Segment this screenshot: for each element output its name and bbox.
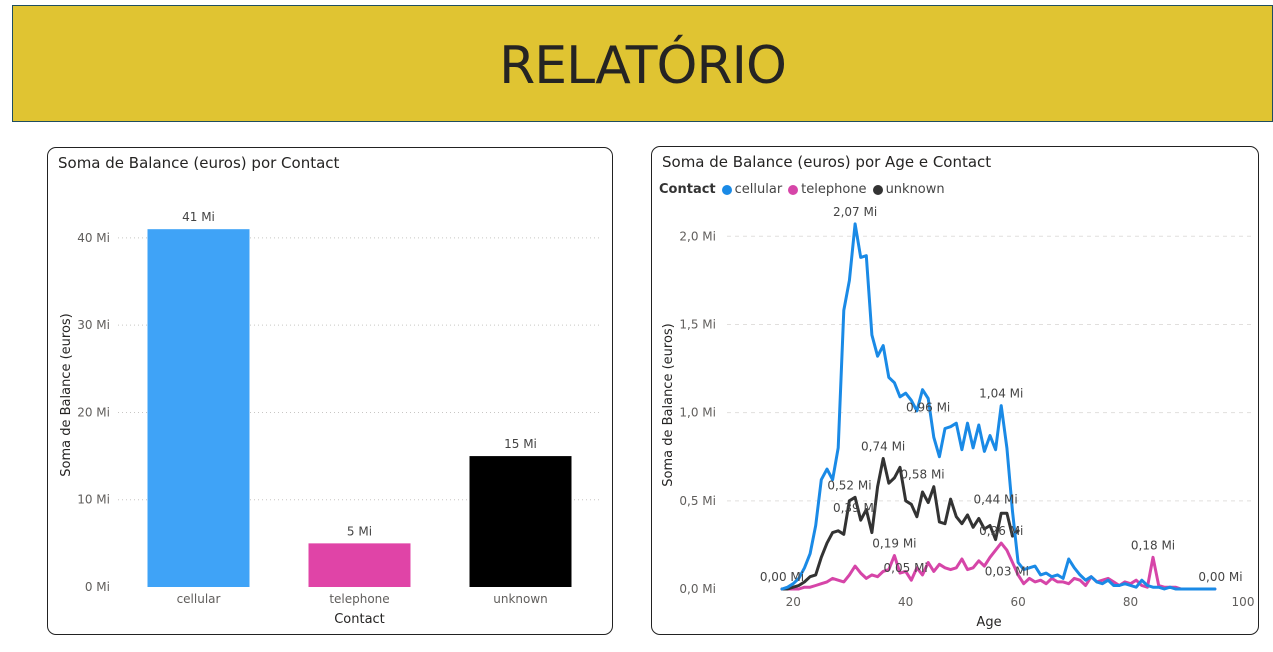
legend-dot-unknown — [872, 184, 883, 195]
line-data-label: 0,03 Mi — [985, 565, 1029, 579]
line-data-label: 0,39 Mi — [833, 501, 877, 515]
bar-xtick-label: telephone — [329, 592, 389, 606]
bar-ytick-label: 20 Mi — [77, 405, 110, 419]
bar-chart-title: Soma de Balance (euros) por Contact — [58, 154, 340, 172]
line-data-label: 0,05 Mi — [884, 561, 928, 575]
legend-item-telephone[interactable]: telephone — [788, 182, 867, 197]
legend-title: Contact — [659, 182, 716, 197]
bar-data-label: 41 Mi — [182, 210, 215, 224]
bar-ytick-label: 30 Mi — [77, 318, 110, 332]
line-ytick-label: 2,0 Mi — [679, 229, 716, 243]
line-chart-legend: Contact cellular telephone unknown — [659, 182, 951, 197]
bar-y-axis-title: Soma de Balance (euros) — [59, 313, 74, 477]
bar-ytick-label: 10 Mi — [77, 493, 110, 507]
line-xtick-label: 40 — [898, 595, 913, 609]
line-xtick-label: 20 — [786, 595, 801, 609]
bar-chart: 0 Mi 10 Mi 20 Mi 30 Mi 40 Mi 41 Mi cellular 5 M… — [59, 210, 601, 627]
legend-label-telephone: telephone — [801, 182, 867, 197]
bar-x-axis-title: Contact — [334, 612, 385, 627]
bar-chart-card[interactable]: Soma de Balance (euros) por Contact 0 Mi… — [47, 147, 613, 635]
line-data-label: 1,04 Mi — [979, 387, 1023, 401]
line-data-label: 0,18 Mi — [1131, 538, 1175, 552]
line-data-label: 0,58 Mi — [900, 468, 944, 482]
line-chart-card[interactable]: Soma de Balance (euros) por Age e Contac… — [651, 146, 1259, 635]
series-line-cellular — [780, 222, 1217, 591]
line-data-label: 0,19 Mi — [872, 536, 916, 550]
line-y-axis-title: Soma de Balance (euros) — [661, 323, 676, 487]
line-data-label: 0,44 Mi — [974, 492, 1018, 506]
series-line-telephone — [780, 541, 1217, 591]
bar-unknown — [469, 456, 572, 587]
line-data-label: 0,00 Mi — [760, 570, 804, 584]
line-data-label: 0,74 Mi — [861, 439, 905, 453]
line-data-label: 0,96 Mi — [906, 401, 950, 415]
legend-label-cellular: cellular — [734, 182, 783, 197]
line-chart: 0,0 Mi 0,5 Mi 1,0 Mi 1,5 Mi 2,0 Mi 20 40 60 80 10… — [661, 205, 1255, 630]
series-line-unknown — [780, 457, 1020, 591]
line-data-label: 2,07 Mi — [833, 205, 877, 219]
legend-item-cellular[interactable]: cellular — [721, 182, 783, 197]
legend-label-unknown: unknown — [885, 182, 945, 197]
line-ytick-label: 0,5 Mi — [679, 494, 716, 508]
line-data-label: 0,52 Mi — [827, 478, 871, 492]
line-x-axis-title: Age — [976, 615, 1001, 630]
report-title: RELATÓRIO — [499, 35, 787, 96]
line-ytick-label: 1,5 Mi — [679, 317, 716, 331]
bar-ytick-label: 0 Mi — [85, 580, 110, 594]
legend-item-unknown[interactable]: unknown — [872, 182, 945, 197]
bar-xtick-label: cellular — [177, 592, 221, 606]
line-xtick-label: 100 — [1232, 595, 1255, 609]
bar-data-label: 15 Mi — [504, 437, 537, 451]
line-ytick-label: 1,0 Mi — [679, 406, 716, 420]
bar-data-label: 5 Mi — [347, 524, 372, 538]
line-xtick-label: 80 — [1123, 595, 1138, 609]
bar-xtick-label: unknown — [493, 592, 548, 606]
line-chart-title: Soma de Balance (euros) por Age e Contac… — [662, 153, 992, 171]
legend-dot-telephone — [788, 184, 799, 195]
line-data-label: 0,26 Mi — [979, 524, 1023, 538]
bar-ytick-label: 40 Mi — [77, 231, 110, 245]
line-ytick-label: 0,0 Mi — [679, 582, 716, 596]
legend-dot-cellular — [721, 184, 732, 195]
report-header: RELATÓRIO — [12, 5, 1273, 122]
line-xtick-label: 60 — [1010, 595, 1025, 609]
line-data-label: 0,00 Mi — [1198, 570, 1242, 584]
bar-telephone — [308, 543, 411, 587]
bar-cellular — [147, 229, 250, 587]
